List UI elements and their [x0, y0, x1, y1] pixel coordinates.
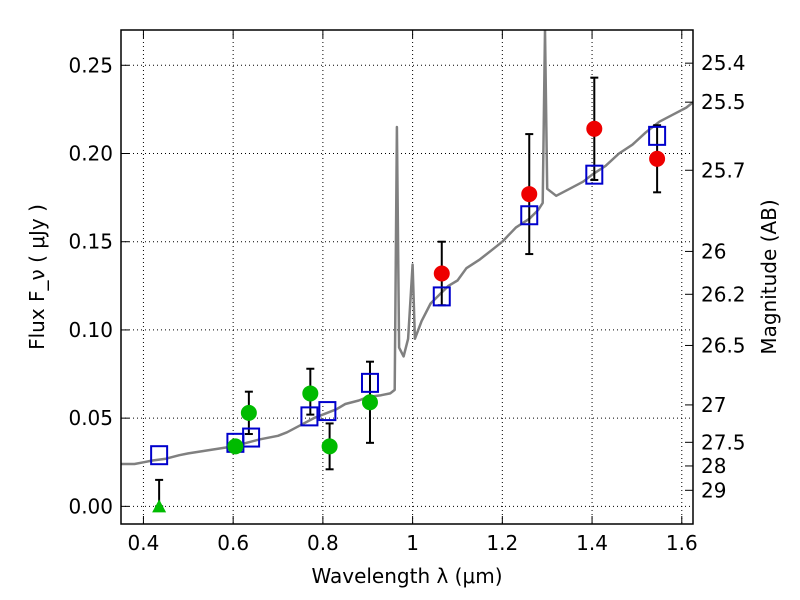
model-photometry-box — [585, 164, 604, 185]
x-tick-label: 0.4 — [128, 531, 160, 555]
model-photometry-box — [360, 372, 379, 393]
y-tick-label: 0.10 — [68, 318, 113, 342]
grid-lines — [121, 30, 693, 524]
right-tick-label: 26.2 — [701, 282, 746, 306]
green-data-point — [227, 438, 244, 455]
red-data-point — [649, 150, 666, 167]
green-upper-limit-triangle — [152, 499, 167, 513]
x-tick-label: 1.4 — [576, 531, 608, 555]
y-tick-label: 0.05 — [68, 406, 113, 430]
observed-points — [152, 120, 666, 513]
x-axis-title: Wavelength λ (μm) — [311, 564, 502, 588]
right-tick-label: 26 — [701, 239, 726, 263]
model-photometry-box — [520, 205, 539, 226]
x-tick-label: 1.6 — [666, 531, 698, 555]
green-data-point — [240, 404, 257, 421]
green-data-point — [361, 394, 378, 411]
green-data-point — [321, 438, 338, 455]
y-tick-label: 0.00 — [68, 494, 113, 518]
model-photometry-box — [300, 406, 319, 427]
right-tick-label: 27 — [701, 393, 726, 417]
x-axis-ticks: 0.4 0.6 0.8 1 1.2 1.4 1.6 — [128, 30, 698, 555]
red-data-point — [586, 120, 603, 137]
y-axis-title: Flux F_ν ( μJy ) — [25, 204, 49, 350]
right-tick-label: 29 — [701, 478, 726, 502]
plot-background — [121, 30, 693, 524]
y-tick-label: 0.25 — [68, 53, 113, 77]
y-axis-ticks: 0.00 0.05 0.10 0.15 0.20 0.25 — [68, 53, 129, 518]
y-tick-label: 0.15 — [68, 230, 113, 254]
model-photometry-box — [150, 445, 169, 466]
model-photometry-box — [318, 401, 337, 422]
x-tick-label: 0.6 — [217, 531, 249, 555]
right-axis-title: Magnitude (AB) — [757, 199, 781, 354]
x-tick-label: 1.2 — [486, 531, 518, 555]
right-tick-label: 28 — [701, 454, 726, 478]
model-spectrum-line — [121, 30, 693, 466]
right-tick-label: 27.5 — [701, 430, 746, 454]
model-photometry-boxes — [150, 125, 667, 466]
right-tick-label: 26.5 — [701, 333, 746, 357]
model-photometry-box — [432, 286, 451, 307]
right-tick-label: 25.5 — [701, 90, 746, 114]
red-data-point — [521, 186, 538, 203]
right-tick-label: 25.4 — [701, 51, 746, 75]
plot-frame — [120, 29, 694, 525]
model-photometry-box — [242, 427, 261, 448]
x-tick-label: 0.8 — [307, 531, 339, 555]
y-tick-label: 0.20 — [68, 142, 113, 166]
red-data-point — [433, 265, 450, 282]
green-data-point — [302, 385, 319, 402]
x-tick-label: 1 — [406, 531, 419, 555]
plot-area — [121, 30, 693, 513]
right-tick-label: 25.7 — [701, 158, 746, 182]
model-photometry-box — [648, 125, 667, 146]
